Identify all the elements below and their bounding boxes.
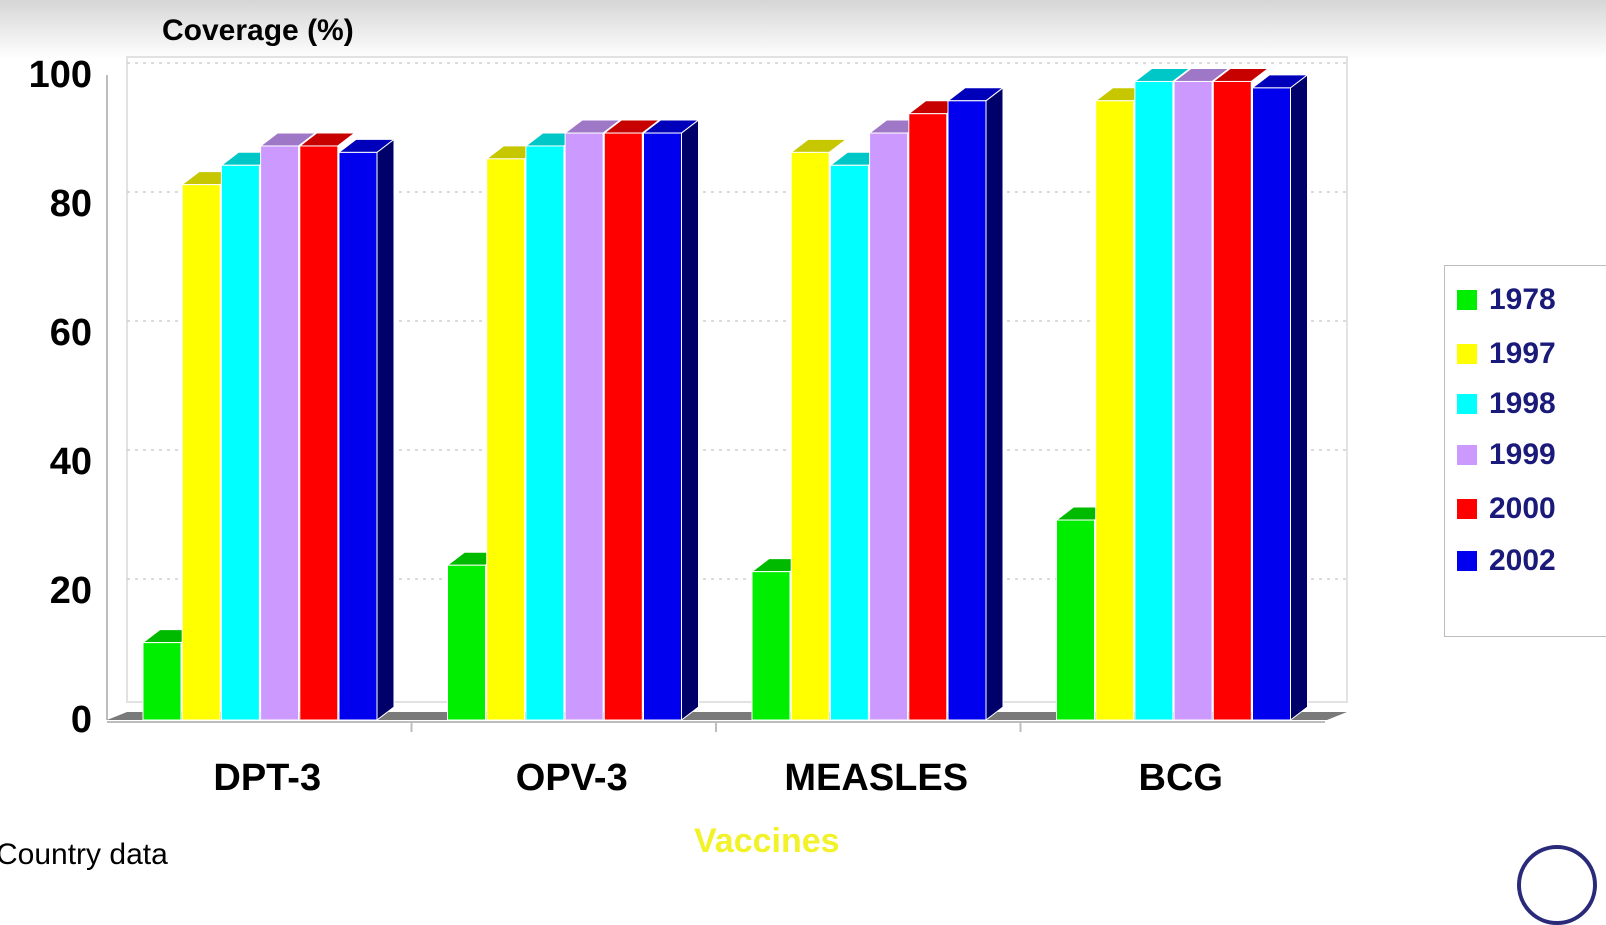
y-tick-label: 100 [29,54,92,96]
legend-swatch [1457,551,1477,571]
legend-label: 1998 [1489,387,1556,420]
bar-side [681,119,699,722]
bar-side [376,138,395,722]
bar [829,164,869,721]
bar [142,642,182,721]
y-tick-label: 80 [50,183,92,225]
legend-item: 1978 [1457,283,1556,316]
bar [486,158,526,721]
legend-label: 2002 [1489,544,1556,577]
legend-swatch [1457,344,1477,364]
bar [564,132,604,721]
x-tick-label: BCG [1139,757,1223,799]
bar [181,184,221,721]
y-tick-label: 40 [50,441,92,483]
bar [1134,80,1174,721]
chart-legend: 1978 1997 1998 1999 2000 2002 [1444,265,1606,637]
bar [1095,100,1135,721]
bar [643,132,682,721]
bar [1252,87,1291,721]
x-axis-label: Vaccines [694,822,840,860]
bar [1056,519,1095,721]
x-tick-label: DPT-3 [213,757,321,799]
legend-label: 1999 [1489,438,1556,471]
bar [1212,80,1252,721]
bar [947,100,987,721]
x-tick-label: MEASLES [784,757,968,799]
bar [790,151,830,721]
logo-icon [1517,845,1597,925]
bar [751,571,791,721]
bar [603,132,643,721]
legend-label: 1978 [1489,283,1556,316]
bar-chart: 0 20 40 60 80 100 DPT-3 OPV-3 MEASLES BCG [29,54,1348,799]
footer-note: Country data [0,838,168,871]
bar [908,113,948,721]
bar [869,132,909,721]
legend-label: 2000 [1489,492,1556,525]
bar [260,145,300,721]
y-axis-label: Coverage (%) [162,14,354,47]
bar [447,564,486,721]
legend-swatch [1457,445,1477,465]
legend-swatch [1457,499,1477,519]
plot-floor [107,712,1347,720]
bar [220,164,260,721]
bar-side [1290,73,1308,722]
legend-item: 2002 [1457,544,1556,577]
x-tick-label: OPV-3 [516,757,628,799]
legend-swatch [1457,394,1477,414]
bar-side [985,86,1004,722]
legend-item: 1997 [1457,337,1556,370]
legend-swatch [1457,290,1477,310]
legend-item: 1999 [1457,438,1556,471]
bar [525,145,565,721]
legend-item: 1998 [1457,387,1556,420]
bar [1173,80,1213,721]
bar [299,145,339,721]
header-band [0,0,1606,60]
bar [338,151,378,721]
legend-item: 2000 [1457,492,1556,525]
legend-label: 1997 [1489,337,1556,370]
y-tick-label: 20 [50,570,92,612]
y-tick-label: 0 [71,699,92,741]
y-tick-label: 60 [50,312,92,354]
